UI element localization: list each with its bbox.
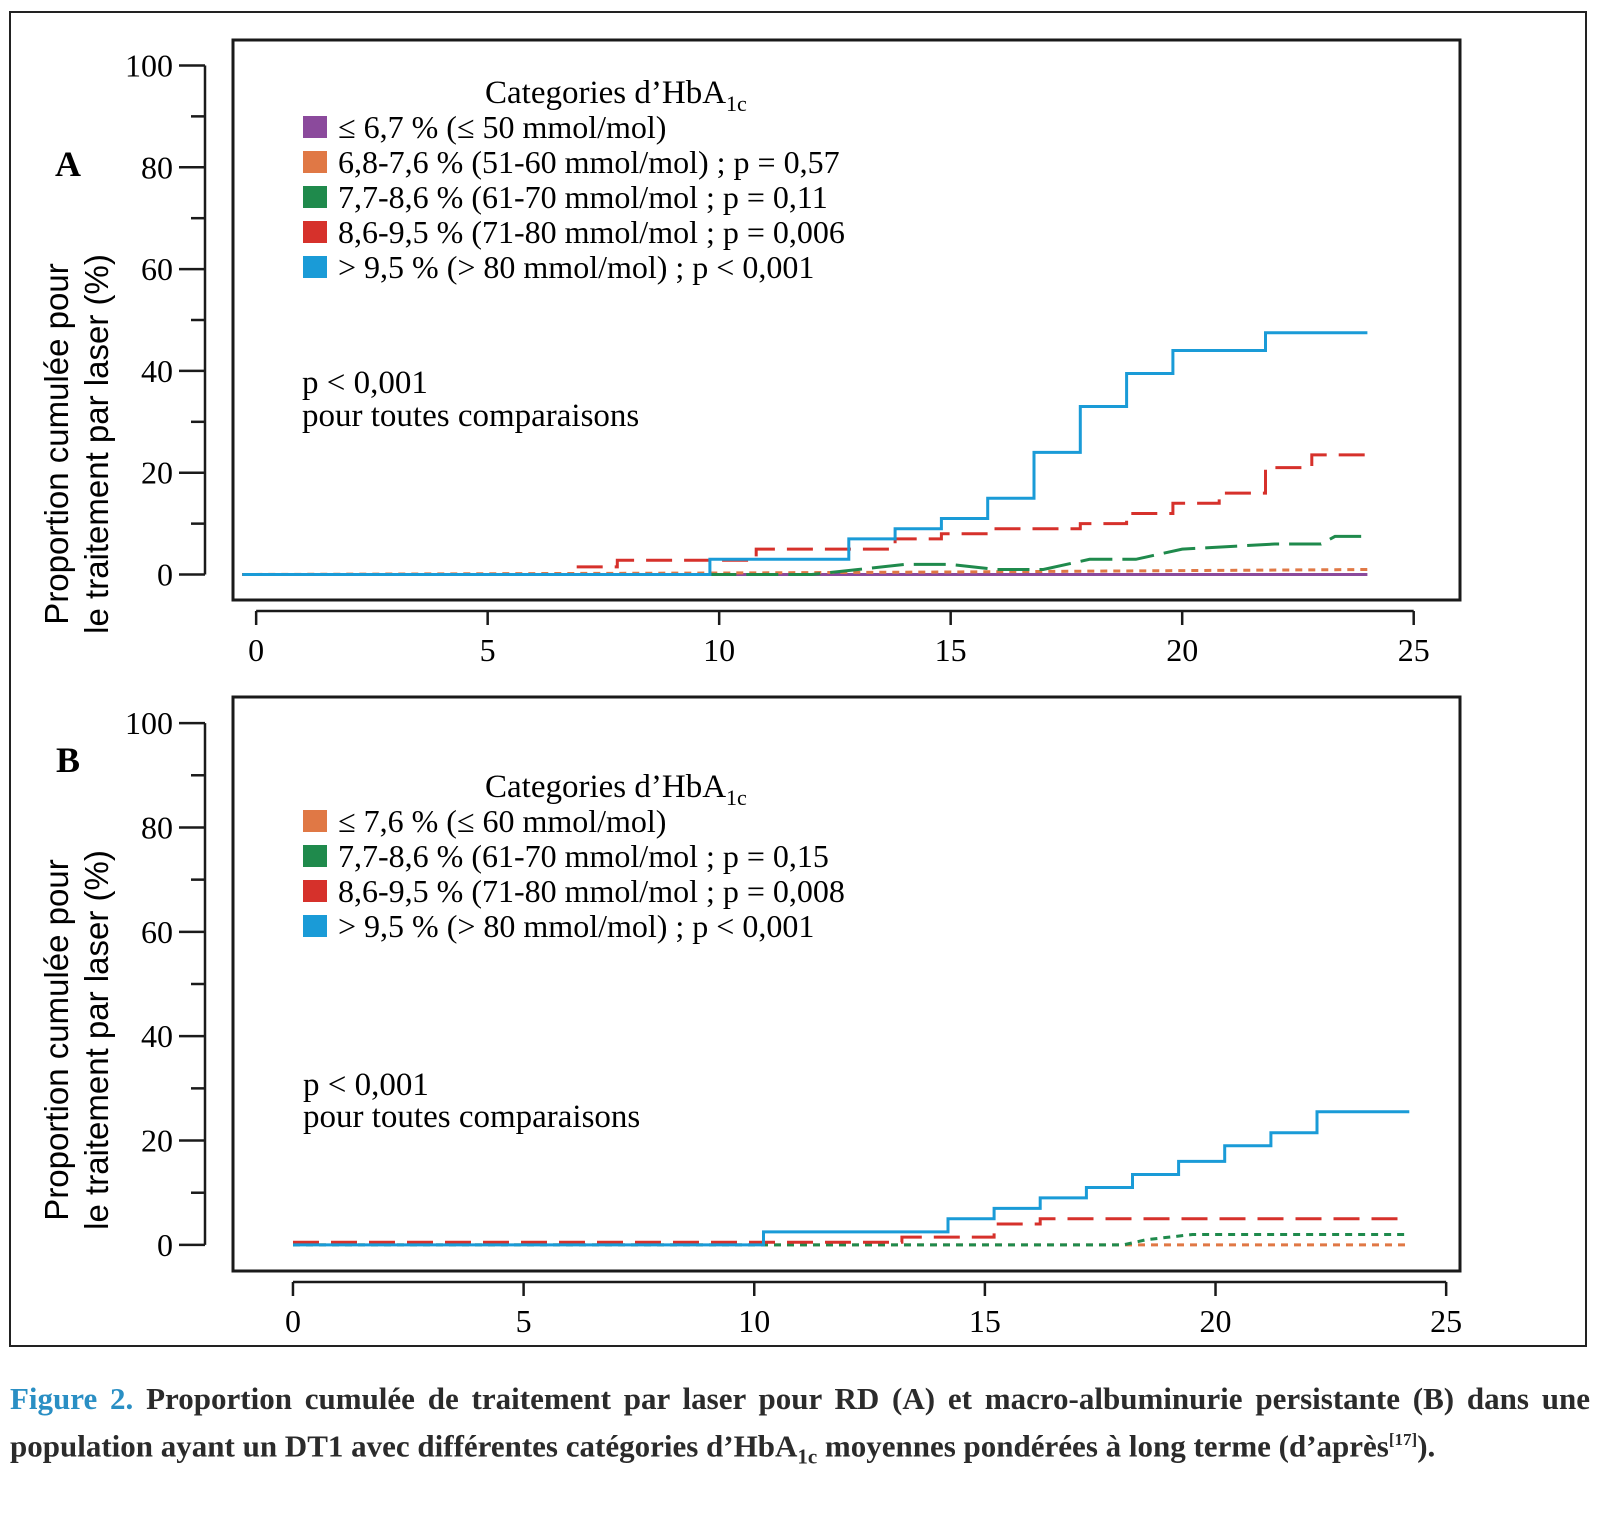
x-tick-label: 25	[1398, 632, 1430, 668]
panel-label: A	[55, 144, 81, 184]
y-axis-title-line-1: Proportion cumulée pour	[38, 859, 75, 1220]
y-tick-label: 0	[157, 557, 173, 593]
legend-swatch	[303, 256, 327, 278]
legend-swatch	[303, 810, 327, 832]
x-tick-label: 5	[516, 1303, 532, 1339]
y-axis-title-line-2: le traitement par laser (%)	[78, 254, 115, 634]
legend-entry-label: 8,6-9,5 % (71-80 mmol/mol ; p = 0,008	[338, 873, 845, 909]
y-axis-title-line-1: Proportion cumulée pour	[38, 263, 75, 624]
x-tick-label: 15	[969, 1303, 1001, 1339]
y-axis: 0 20 40 60 80 100	[125, 705, 207, 1263]
x-tick-label: 20	[1166, 632, 1198, 668]
annotation-line-1: p < 0,001	[303, 1067, 429, 1103]
legend-swatch	[303, 915, 327, 937]
legend-swatch	[303, 880, 327, 902]
legend-entries: ≤ 7,6 % (≤ 60 mmol/mol)7,7-8,6 % (61-70 …	[303, 803, 845, 944]
series-layer	[293, 1110, 1410, 1247]
x-tick-label: 0	[248, 632, 264, 668]
series-line	[293, 1110, 1410, 1247]
legend-title-sub: 1c	[726, 91, 747, 116]
x-tick-label: 10	[703, 632, 735, 668]
y-tick-label: 20	[141, 455, 173, 491]
series-line	[242, 534, 1368, 576]
legend-entry-label: 7,7-8,6 % (61-70 mmol/mol ; p = 0,11	[338, 179, 828, 215]
legend-swatch	[303, 845, 327, 867]
legend: Categories d’HbA1c ≤ 7,6 % (≤ 60 mmol/mo…	[303, 769, 845, 944]
x-tick-label: 25	[1430, 1303, 1462, 1339]
series-line	[242, 331, 1368, 576]
annotation-line-1: p < 0,001	[302, 365, 428, 401]
x-tick-label: 20	[1200, 1303, 1232, 1339]
legend-entry-label: ≤ 6,7 % (≤ 50 mmol/mol)	[338, 109, 666, 145]
y-tick-label: 100	[125, 705, 173, 741]
x-tick-label: 5	[480, 632, 496, 668]
x-axis: 0 5 10 15 20 25	[285, 1280, 1462, 1339]
annotation-line-2: pour toutes comparaisons	[303, 1099, 640, 1135]
legend-swatch	[303, 116, 327, 138]
y-tick-label: 0	[157, 1227, 173, 1263]
legend-title-text: Categories d’HbA	[485, 75, 726, 111]
legend-entry-label: 7,7-8,6 % (61-70 mmol/mol ; p = 0,15	[338, 838, 829, 874]
legend: Categories d’HbA1c ≤ 6,7 % (≤ 50 mmol/mo…	[303, 75, 845, 285]
caption-reference: [17]	[1388, 1430, 1418, 1449]
legend-entry-label: 6,8-7,6 % (51-60 mmol/mol) ; p = 0,57	[338, 144, 840, 180]
y-tick-label: 80	[141, 149, 173, 185]
y-tick-label: 80	[141, 809, 173, 845]
x-tick-label: 0	[285, 1303, 301, 1339]
y-tick-label: 40	[141, 1018, 173, 1054]
figure-frame	[9, 11, 1587, 1347]
y-tick-label: 40	[141, 353, 173, 389]
plot-area-border	[231, 695, 1462, 1273]
legend-title-text: Categories d’HbA	[485, 769, 726, 805]
legend-title: Categories d’HbA1c	[485, 75, 747, 116]
legend-swatch	[303, 151, 327, 173]
legend-entries: ≤ 6,7 % (≤ 50 mmol/mol)6,8-7,6 % (51-60 …	[303, 109, 845, 285]
y-axis-title: Proportion cumulée pour le traitement pa…	[38, 254, 115, 634]
legend-entry-label: > 9,5 % (> 80 mmol/mol) ; p < 0,001	[338, 908, 814, 944]
y-tick-label: 20	[141, 1123, 173, 1159]
legend-entry-label: > 9,5 % (> 80 mmol/mol) ; p < 0,001	[338, 249, 814, 285]
series-line	[293, 1217, 1410, 1244]
plot-area-border	[231, 38, 1462, 602]
y-axis-title-line-2: le traitement par laser (%)	[78, 850, 115, 1230]
series-layer	[242, 331, 1368, 576]
caption-subscript: 1c	[797, 1444, 818, 1469]
y-tick-label: 60	[141, 914, 173, 950]
annotation-line-2: pour toutes comparaisons	[302, 398, 639, 434]
caption-text-3: ).	[1417, 1428, 1436, 1464]
legend-swatch	[303, 186, 327, 208]
figure-2-charts: A Proportion cumulée pour le traitement …	[38, 38, 1462, 1339]
x-axis: 0 5 10 15 20 25	[248, 609, 1430, 668]
series-line	[242, 453, 1368, 576]
x-tick-label: 10	[738, 1303, 770, 1339]
x-tick-label: 15	[935, 632, 967, 668]
legend-title-sub: 1c	[726, 785, 747, 810]
legend-entry-label: 8,6-9,5 % (71-80 mmol/mol ; p = 0,006	[338, 214, 845, 250]
y-axis-title: Proportion cumulée pour le traitement pa…	[38, 850, 115, 1230]
legend-swatch	[303, 221, 327, 243]
caption-figure-label: Figure 2.	[10, 1381, 134, 1416]
y-tick-label: 100	[125, 47, 173, 83]
figure-caption: Figure 2. Proportion cumulée de traiteme…	[10, 1378, 1590, 1478]
legend-title: Categories d’HbA1c	[485, 769, 747, 810]
panel-a: A Proportion cumulée pour le traitement …	[38, 38, 1462, 668]
caption-text-2: moyennes pondérées à long terme (d’après	[817, 1428, 1389, 1464]
y-tick-label: 60	[141, 251, 173, 287]
series-line	[293, 1233, 1410, 1247]
caption-text-1: Proportion cumulée de traitement par las…	[10, 1381, 1590, 1464]
y-axis: 0 20 40 60 80 100	[125, 47, 207, 593]
panel-label: B	[56, 740, 80, 780]
panel-b: B Proportion cumulée pour le traitement …	[38, 695, 1462, 1339]
legend-entry-label: ≤ 7,6 % (≤ 60 mmol/mol)	[338, 803, 666, 839]
